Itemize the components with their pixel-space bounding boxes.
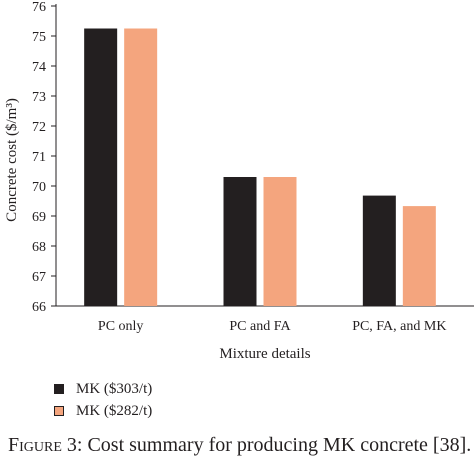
- y-tick-label: 73: [32, 90, 46, 105]
- bar-series-2-1: [263, 177, 297, 306]
- bars: [84, 28, 436, 306]
- figure-caption-text: Cost summary for producing MK concrete […: [87, 434, 472, 456]
- bar-series-1-0: [84, 28, 118, 306]
- y-tick-label: 67: [32, 270, 46, 285]
- y-tick-label: 69: [32, 210, 46, 225]
- x-tick-label: PC and FA: [229, 319, 291, 334]
- legend-swatch-series-2: [54, 406, 64, 416]
- y-tick-label: 76: [32, 0, 46, 15]
- figure-caption: Figure 3: Cost summary for producing MK …: [8, 434, 471, 457]
- y-tick-label: 74: [32, 60, 46, 75]
- legend-item-series-1: MK ($303/t): [54, 378, 152, 400]
- y-tick-label: 66: [32, 300, 46, 315]
- y-axis-ticks: 66 67 68 69 70 71 72 73 74 75 76: [32, 0, 56, 315]
- y-tick-label: 72: [32, 120, 46, 135]
- bar-series-2-2: [402, 206, 436, 306]
- x-tick-label: PC, FA, and MK: [352, 319, 446, 334]
- y-tick-label: 70: [32, 180, 46, 195]
- bar-series-1-1: [223, 177, 257, 306]
- legend-item-series-2: MK ($282/t): [54, 400, 152, 422]
- y-tick-label: 75: [32, 30, 46, 45]
- legend-label-series-1: MK ($303/t): [76, 380, 153, 397]
- legend-label-series-2: MK ($282/t): [76, 402, 153, 419]
- bar-series-2-0: [124, 28, 158, 306]
- bar-series-1-2: [362, 195, 396, 306]
- y-tick-label: 68: [32, 240, 46, 255]
- x-tick-label: PC only: [98, 319, 144, 334]
- y-axis-title: Concrete cost ($/m³): [4, 98, 20, 222]
- x-axis-ticks: PC only PC and FA PC, FA, and MK: [98, 319, 447, 334]
- legend-swatch-series-1: [54, 384, 64, 394]
- figure-label: Figure 3:: [8, 434, 83, 456]
- y-tick-label: 71: [32, 150, 46, 165]
- legend: MK ($303/t) MK ($282/t): [54, 378, 152, 422]
- x-axis-title: Mixture details: [219, 346, 310, 362]
